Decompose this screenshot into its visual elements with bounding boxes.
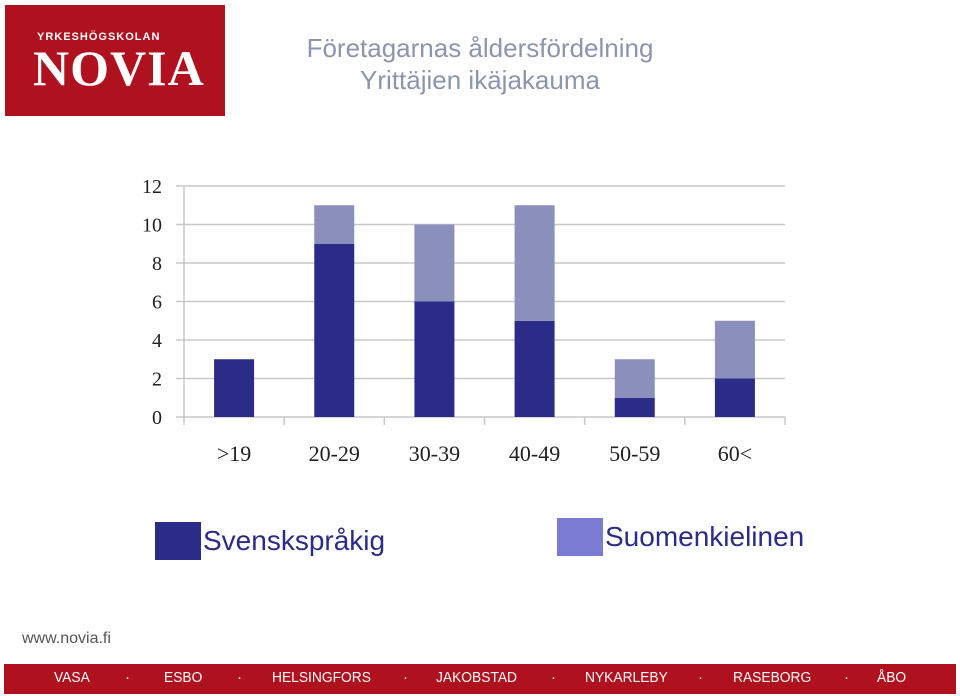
bar-suomenkielinen	[714, 320, 755, 379]
legend-item-svensksprakig: Svenskspråkig	[155, 522, 385, 560]
footer-city: HELSINGFORS	[272, 669, 371, 686]
legend-label-suomenkielinen: Suomenkielinen	[605, 521, 805, 552]
bar-suomenkielinen	[414, 224, 455, 302]
x-tick-label: 40-49	[509, 441, 560, 466]
y-tick-label: 10	[142, 215, 162, 237]
bar-svensksprakig	[414, 301, 455, 417]
footer-city: NYKARLEBY	[585, 669, 668, 686]
y-tick-label: 4	[152, 330, 162, 352]
chart-title: Företagarnas åldersfördelning Yrittäjien…	[240, 32, 720, 96]
footer-city: ÅBO	[877, 669, 907, 686]
x-tick-label: 50-59	[609, 441, 660, 466]
footer-city: VASA	[54, 669, 90, 686]
logo-subtitle: YRKESHÖGSKOLAN	[37, 31, 161, 43]
legend-label-svensksprakig: Svenskspråkig	[203, 525, 386, 556]
bar-suomenkielinen	[614, 359, 655, 398]
footer-separator: ·	[403, 669, 408, 686]
footer-separator: ·	[551, 669, 556, 686]
bar-suomenkielinen	[314, 205, 355, 244]
y-tick-label: 12	[142, 176, 162, 198]
x-tick-label: 60<	[718, 441, 752, 466]
footer-separator: ·	[125, 669, 130, 686]
legend-item-suomenkielinen: Suomenkielinen	[557, 518, 804, 556]
bar-svensksprakig	[214, 359, 255, 417]
footer-separator: ·	[237, 669, 242, 686]
footer-city: JAKOBSTAD	[436, 669, 518, 686]
bar-suomenkielinen	[514, 205, 555, 321]
y-tick-label: 8	[152, 253, 162, 275]
y-tick-label: 2	[152, 369, 162, 391]
footer-city: RASEBORG	[733, 669, 812, 686]
age-distribution-chart: 0 2 4 6 8 10 12 >19 20-29 30-39 40-49 50-59 60<	[142, 176, 786, 466]
title-line-1: Företagarnas åldersfördelning	[306, 33, 654, 63]
bar-svensksprakig	[514, 320, 555, 417]
website-url[interactable]: www.novia.fi	[22, 630, 111, 647]
legend-swatch-suomenkielinen	[557, 518, 603, 556]
legend-swatch-svensksprakig	[155, 522, 201, 560]
logo-wordmark: NOVIA	[33, 40, 205, 96]
footer-city-bar: VASA ESBO HELSINGFORS JAKOBSTAD NYKARLEBY RAS…	[4, 664, 956, 694]
x-tick-label: 20-29	[309, 441, 360, 466]
y-tick-label: 6	[152, 292, 162, 314]
bar-svensksprakig	[314, 243, 355, 417]
footer-separator: ·	[698, 669, 703, 686]
x-tick-label: 30-39	[409, 441, 460, 466]
footer-separator: ·	[844, 669, 849, 686]
x-tick-label: >19	[217, 441, 251, 466]
title-line-2: Yrittäjien ikäjakauma	[360, 65, 600, 95]
novia-logo: YRKESHÖGSKOLAN NOVIA	[5, 5, 225, 116]
y-tick-label: 0	[152, 407, 162, 429]
bar-svensksprakig	[614, 397, 655, 417]
bar-svensksprakig	[714, 378, 755, 417]
footer-city: ESBO	[164, 669, 203, 686]
